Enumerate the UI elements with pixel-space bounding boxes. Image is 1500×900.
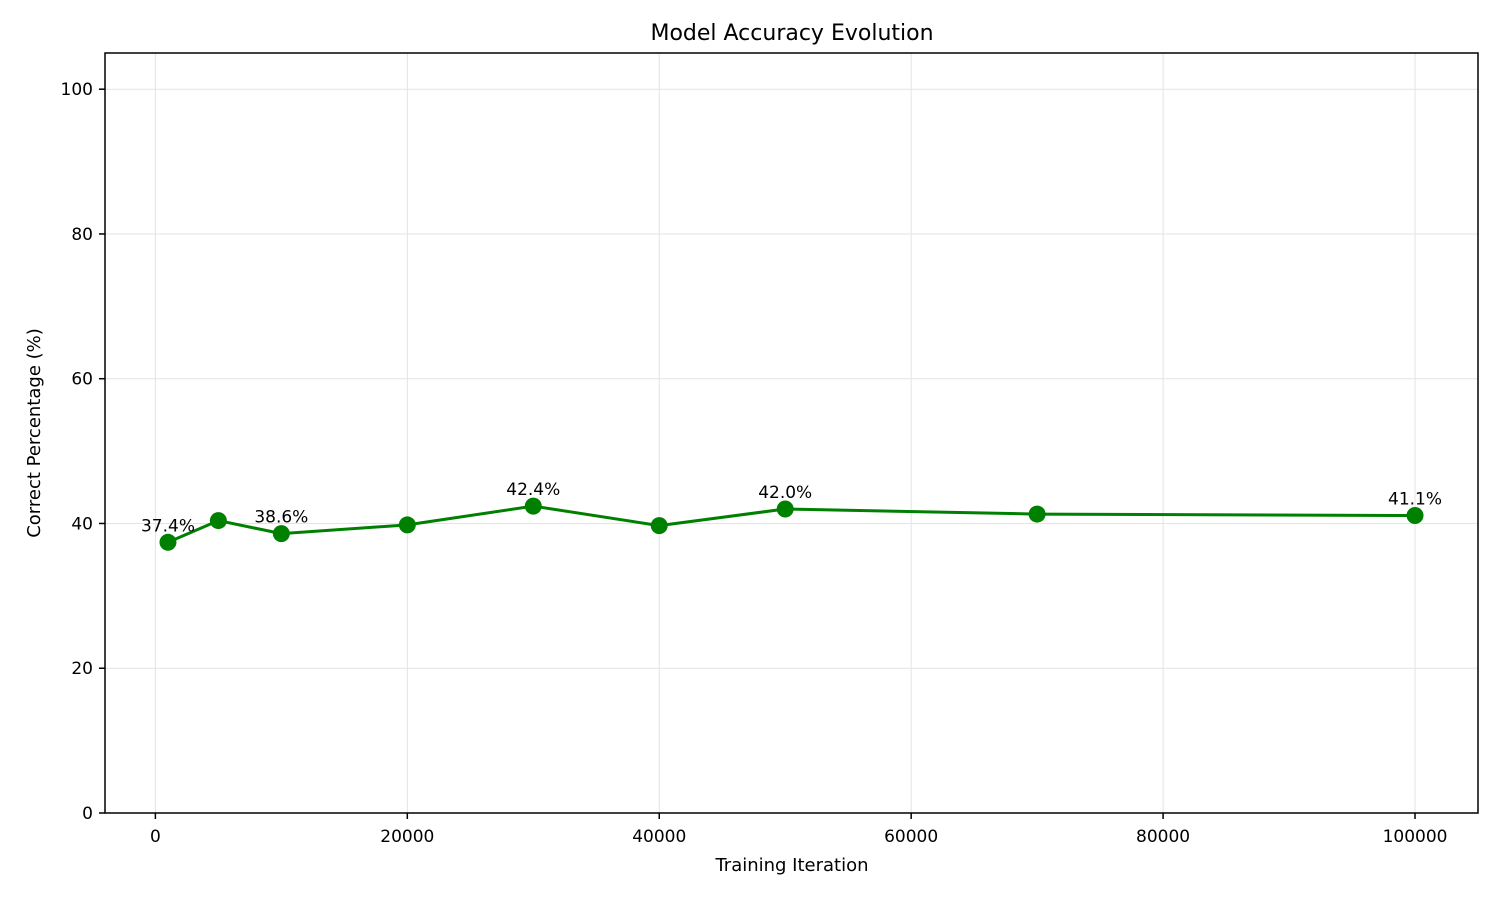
- x-tick-label: 80000: [1136, 827, 1190, 847]
- data-point: [650, 517, 668, 535]
- x-tick-label: 40000: [632, 827, 686, 847]
- data-label: 41.1%: [1388, 490, 1442, 510]
- data-point: [776, 500, 794, 518]
- y-tick-label: 20: [71, 659, 93, 679]
- chart-title: Model Accuracy Evolution: [650, 21, 933, 46]
- y-tick-label: 0: [82, 804, 93, 824]
- data-point: [524, 497, 542, 515]
- data-point: [398, 516, 416, 534]
- y-tick-label: 100: [61, 80, 93, 100]
- x-tick-label: 100000: [1383, 827, 1448, 847]
- x-axis: 0 20000 40000 60000 80000 100000: [150, 813, 1448, 847]
- series-layer: [159, 497, 1424, 551]
- grid: [105, 53, 1478, 814]
- x-tick-label: 0: [150, 827, 161, 847]
- data-point: [1028, 505, 1046, 523]
- y-tick-label: 40: [71, 514, 93, 534]
- x-tick-label: 60000: [884, 827, 938, 847]
- plot-area-frame: [104, 52, 1479, 814]
- x-tick-label: 20000: [380, 827, 434, 847]
- annotation-layer: 37.4% 38.6% 42.4% 42.0% 41.1%: [141, 480, 1442, 536]
- y-axis: 0 20 40 60 80 100: [61, 80, 105, 824]
- y-tick-label: 80: [71, 225, 93, 245]
- data-label: 42.4%: [506, 480, 560, 500]
- data-label: 38.6%: [254, 508, 308, 528]
- data-label: 37.4%: [141, 516, 195, 536]
- data-point: [159, 533, 177, 551]
- y-axis-label: Correct Percentage (%): [24, 328, 45, 538]
- data-point: [209, 512, 227, 530]
- x-axis-label: Training Iteration: [714, 855, 868, 876]
- data-label: 42.0%: [758, 483, 812, 503]
- y-tick-label: 60: [71, 370, 93, 390]
- data-point: [272, 525, 290, 543]
- data-point: [1406, 507, 1424, 525]
